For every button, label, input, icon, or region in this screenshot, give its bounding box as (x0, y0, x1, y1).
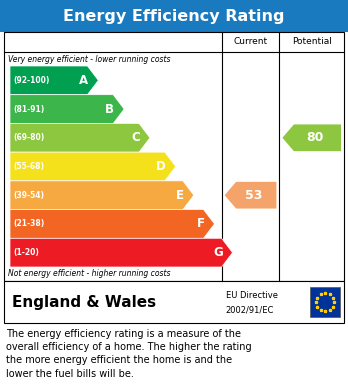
Text: B: B (105, 102, 114, 116)
Text: C: C (131, 131, 140, 144)
Text: 80: 80 (307, 131, 324, 144)
Text: Energy Efficiency Rating: Energy Efficiency Rating (63, 9, 285, 23)
Text: G: G (213, 246, 223, 259)
Text: (21-38): (21-38) (13, 219, 44, 228)
Polygon shape (10, 238, 232, 267)
Polygon shape (10, 124, 150, 152)
Text: The energy efficiency rating is a measure of the
overall efficiency of a home. T: The energy efficiency rating is a measur… (6, 329, 252, 378)
Text: (55-68): (55-68) (13, 162, 44, 171)
Text: (69-80): (69-80) (13, 133, 44, 142)
Text: Potential: Potential (292, 38, 332, 47)
Text: Very energy efficient - lower running costs: Very energy efficient - lower running co… (8, 54, 171, 63)
Text: EU Directive: EU Directive (226, 291, 278, 300)
Text: A: A (79, 74, 88, 87)
Text: Current: Current (234, 38, 268, 47)
Polygon shape (10, 152, 176, 181)
Text: 2002/91/EC: 2002/91/EC (226, 305, 274, 314)
Text: 53: 53 (245, 189, 263, 202)
Polygon shape (282, 124, 341, 151)
Bar (0, 0, 348, 32)
Text: F: F (197, 217, 205, 230)
Polygon shape (10, 210, 214, 238)
Polygon shape (10, 181, 194, 210)
Bar (310, 287, 340, 317)
Polygon shape (224, 182, 276, 208)
Bar (4, 281, 344, 323)
Text: Not energy efficient - higher running costs: Not energy efficient - higher running co… (8, 269, 171, 278)
Text: (81-91): (81-91) (13, 104, 44, 113)
Text: (1-20): (1-20) (13, 248, 39, 257)
Text: D: D (156, 160, 166, 173)
Text: E: E (176, 189, 184, 202)
Bar (4, 32, 344, 281)
Text: (39-54): (39-54) (13, 191, 44, 200)
Polygon shape (10, 95, 124, 124)
Text: England & Wales: England & Wales (12, 294, 156, 310)
Polygon shape (10, 66, 98, 95)
Text: (92-100): (92-100) (13, 76, 49, 85)
